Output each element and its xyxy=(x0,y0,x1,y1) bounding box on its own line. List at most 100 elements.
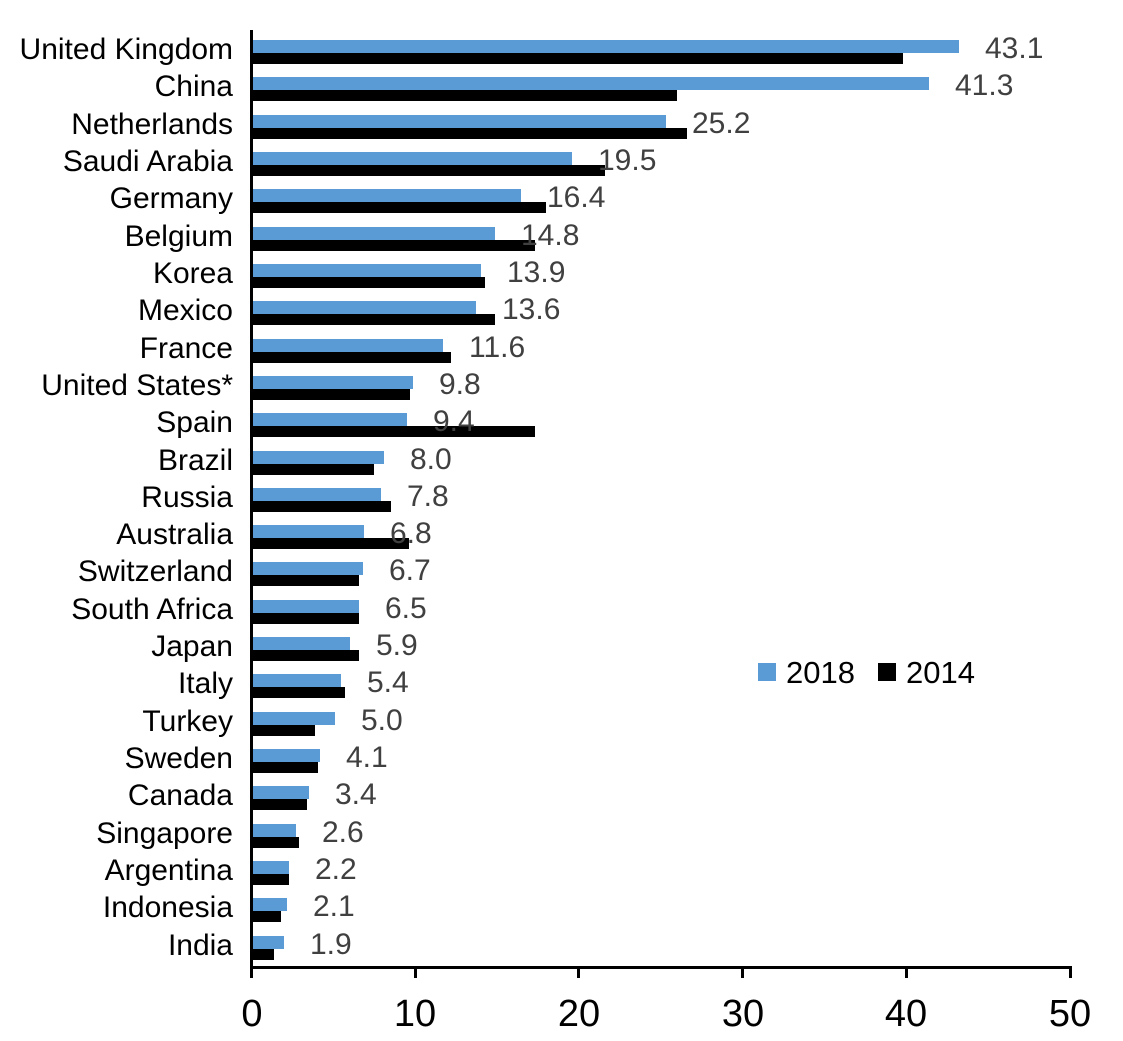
legend-swatch-2018 xyxy=(758,663,776,681)
bar-2018 xyxy=(253,824,296,837)
category-label: Korea xyxy=(152,257,233,290)
bar-2018 xyxy=(253,562,363,575)
bar-2014 xyxy=(253,464,374,475)
bar-2014 xyxy=(253,352,451,363)
legend-item-2014: 2014 xyxy=(878,657,975,688)
bar-2018 xyxy=(253,712,335,725)
value-label: 6.8 xyxy=(390,517,432,550)
bar-2018 xyxy=(253,189,521,202)
value-label: 41.3 xyxy=(955,69,1014,102)
x-tick-mark xyxy=(1069,969,1072,978)
value-label: 6.7 xyxy=(389,554,431,587)
bar-2018 xyxy=(253,451,384,464)
x-tick-mark xyxy=(741,969,744,978)
bar-2018 xyxy=(253,749,320,762)
bar-2018 xyxy=(253,898,287,911)
value-label: 14.8 xyxy=(521,219,580,252)
category-label: India xyxy=(167,929,233,962)
legend-label-2018: 2018 xyxy=(786,654,855,690)
category-label: Mexico xyxy=(137,294,233,327)
value-label: 1.9 xyxy=(310,928,352,961)
bar-2018 xyxy=(253,600,359,613)
category-label: Switzerland xyxy=(77,555,233,588)
bar-2018 xyxy=(253,488,381,501)
bar-2018 xyxy=(253,376,413,389)
bar-2014 xyxy=(253,799,307,810)
category-label: United States* xyxy=(41,369,233,402)
category-label: Saudi Arabia xyxy=(62,145,233,178)
x-tick-label: 20 xyxy=(557,993,601,1035)
x-tick-label: 10 xyxy=(393,993,437,1035)
bar-2014 xyxy=(253,53,903,64)
category-label: Spain xyxy=(156,406,233,439)
category-label: Canada xyxy=(127,779,233,812)
bar-2014 xyxy=(253,538,409,549)
x-tick-mark xyxy=(905,969,908,978)
bar-2014 xyxy=(253,911,281,922)
x-tick-label: 0 xyxy=(241,993,263,1035)
legend-item-2018: 2018 xyxy=(758,657,855,688)
bar-2018 xyxy=(253,227,495,240)
bar-2014 xyxy=(253,650,359,661)
bar-2014 xyxy=(253,687,345,698)
bar-2014 xyxy=(253,501,391,512)
category-label: Germany xyxy=(109,182,233,215)
bar-2014 xyxy=(253,613,359,624)
bar-2014 xyxy=(253,90,677,101)
bar-2014 xyxy=(253,314,495,325)
value-label: 9.8 xyxy=(439,368,481,401)
category-label: South Africa xyxy=(71,593,233,626)
x-tick-mark xyxy=(414,969,417,978)
category-label: Italy xyxy=(177,667,233,700)
value-label: 5.4 xyxy=(367,666,409,699)
value-label: 2.1 xyxy=(313,890,355,923)
category-label: Russia xyxy=(141,481,233,514)
bar-2014 xyxy=(253,874,289,885)
category-label: Singapore xyxy=(96,817,233,850)
category-label: Argentina xyxy=(104,854,233,887)
bar-2014 xyxy=(253,575,359,586)
bar-2018 xyxy=(253,152,572,165)
bar-2018 xyxy=(253,339,443,352)
legend-label-2014: 2014 xyxy=(906,654,975,690)
bar-2014 xyxy=(253,837,299,848)
value-label: 6.5 xyxy=(385,592,427,625)
bar-2018 xyxy=(253,786,309,799)
bar-2014 xyxy=(253,389,410,400)
x-tick-mark xyxy=(250,969,253,978)
bar-2018 xyxy=(253,861,289,874)
category-label: Brazil xyxy=(157,444,233,477)
x-tick-label: 50 xyxy=(1048,993,1092,1035)
value-label: 25.2 xyxy=(692,107,751,140)
value-label: 5.9 xyxy=(376,629,418,662)
bar-2014 xyxy=(253,277,485,288)
value-label: 16.4 xyxy=(547,181,606,214)
x-tick-label: 30 xyxy=(721,993,765,1035)
value-label: 7.8 xyxy=(407,480,449,513)
value-label: 5.0 xyxy=(361,704,403,737)
y-axis-line xyxy=(250,30,253,969)
category-label: Belgium xyxy=(124,220,233,253)
value-label: 13.9 xyxy=(507,256,566,289)
value-label: 9.4 xyxy=(433,405,475,438)
value-label: 4.1 xyxy=(346,741,388,774)
category-label: Australia xyxy=(116,518,233,551)
category-label: France xyxy=(139,332,233,365)
bar-2018 xyxy=(253,77,929,90)
bar-2018 xyxy=(253,637,350,650)
bar-2018 xyxy=(253,115,666,128)
category-label: Turkey xyxy=(142,705,233,738)
category-label: Sweden xyxy=(124,742,233,775)
category-label: Japan xyxy=(151,630,233,663)
value-label: 13.6 xyxy=(502,293,561,326)
value-label: 19.5 xyxy=(598,144,657,177)
bar-2014 xyxy=(253,202,546,213)
value-label: 43.1 xyxy=(985,32,1044,65)
bar-2014 xyxy=(253,165,605,176)
bar-2014 xyxy=(253,240,535,251)
value-label: 2.6 xyxy=(322,816,364,849)
bar-2014 xyxy=(253,426,535,437)
category-label: China xyxy=(154,70,233,103)
bar-2014 xyxy=(253,725,315,736)
